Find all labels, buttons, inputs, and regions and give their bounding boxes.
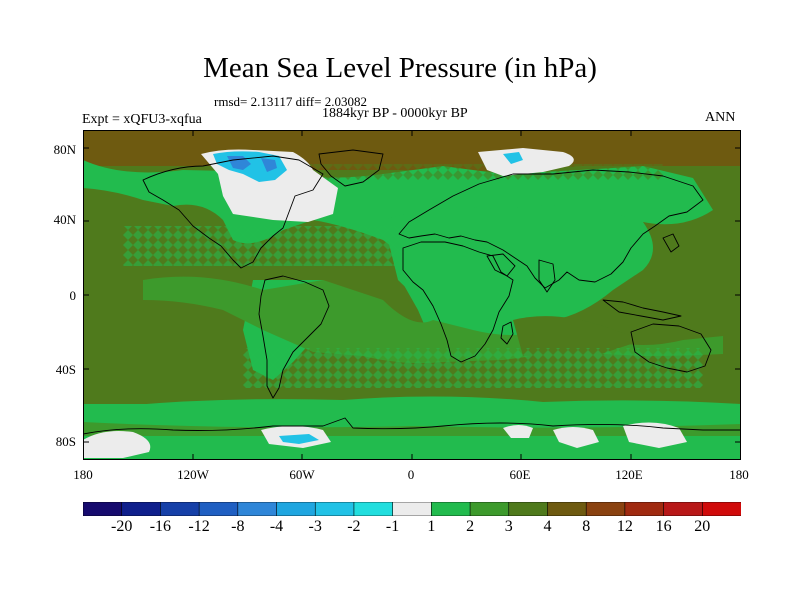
colorbar-swatch: [508, 502, 549, 516]
colorbar-label: 4: [543, 518, 552, 535]
coast-africa: [402, 241, 514, 363]
colorbar-label: 16: [655, 518, 672, 535]
colorbar-swatch: [701, 502, 741, 516]
season-label: ANN: [705, 110, 736, 125]
colorbar-swatch: [83, 502, 123, 516]
period-label: 1884kyr BP - 0000kyr BP: [322, 106, 468, 121]
colorbar-swatch: [547, 502, 587, 516]
siberia-low-region: [478, 148, 574, 176]
coast-madagascar: [500, 321, 514, 345]
south-transition-dots: [243, 348, 703, 388]
colorbar-label: 2: [466, 518, 475, 535]
antarctic-low-east-1: [553, 427, 599, 448]
lon-label-0: 0: [407, 467, 415, 482]
colorbar-swatch: [314, 502, 355, 516]
lat-label-80n: 80N: [53, 142, 76, 157]
lon-label-180w: 180: [73, 467, 93, 482]
colorbar-swatch: [624, 502, 665, 516]
colorbar-label: 1: [427, 518, 436, 535]
experiment-label: Expt = xQFU3-xqfua: [82, 112, 202, 127]
coastlines: [83, 149, 741, 435]
colorbar-label: 20: [694, 518, 711, 535]
colorbar-label: -2: [347, 518, 361, 535]
colorbar-swatch: [353, 502, 394, 516]
chart-title: Mean Sea Level Pressure (in hPa): [203, 52, 597, 84]
colorbar-swatch: [585, 502, 626, 516]
lat-label-40s: 40S: [55, 362, 76, 377]
coast-arabia-india: [486, 253, 556, 293]
coast-japan: [662, 233, 680, 253]
lat-label-0: 0: [69, 288, 77, 303]
colorbar-label: -16: [149, 518, 172, 535]
colorbar-swatch: [276, 502, 316, 516]
colorbar-label: -4: [269, 518, 284, 535]
lon-label-60w: 60W: [289, 467, 315, 482]
siberia-strong-low: [503, 152, 523, 164]
coast-north-america: [142, 155, 324, 269]
lat-label-40n: 40N: [53, 212, 76, 227]
colorbar-label: 3: [504, 518, 513, 535]
north-america-strongest-low: [227, 156, 277, 172]
colorbar-label: 8: [582, 518, 591, 535]
coast-indonesia: [602, 299, 682, 321]
colorbar-label: -3: [308, 518, 322, 535]
colorbar-swatch: [160, 502, 200, 516]
antarctic-low-east-3: [503, 425, 533, 438]
stats-line: rmsd= 2.13117 diff= 2.03082: [214, 94, 367, 109]
lat-label-80s: 80S: [55, 434, 76, 449]
colorbar-swatch: [663, 502, 703, 516]
southern-band-edge: [83, 396, 741, 420]
colorbar-swatch: [198, 502, 239, 516]
coast-greenland: [318, 149, 384, 187]
coast-south-america: [258, 275, 330, 399]
antarctic-strong-low: [279, 434, 319, 444]
map-tick-marks: [83, 130, 741, 460]
colorbar-label: -1: [385, 518, 400, 535]
coast-australia: [630, 323, 712, 373]
lon-label-60e: 60E: [509, 467, 531, 482]
colorbar-swatch: [392, 502, 432, 516]
colorbar-label: -8: [231, 518, 245, 535]
coast-antarctica: [83, 417, 741, 435]
lon-label-120w: 120W: [177, 467, 209, 482]
colorbar-swatch: [431, 502, 471, 516]
colorbar-swatch: [121, 502, 162, 516]
colorbar-swatch: [469, 502, 510, 516]
map-panel: [83, 130, 741, 460]
lon-label-120e: 120E: [615, 467, 643, 482]
colorbar-label: 12: [616, 518, 633, 535]
coast-europe-asia: [398, 169, 704, 289]
colorbar-label: -12: [188, 518, 210, 535]
colorbar: [83, 502, 741, 516]
colorbar-swatch: [237, 502, 278, 516]
lon-label-180e: 180: [729, 467, 749, 482]
colorbar-label: -20: [111, 518, 133, 535]
antarctic-low-west: [83, 431, 151, 458]
